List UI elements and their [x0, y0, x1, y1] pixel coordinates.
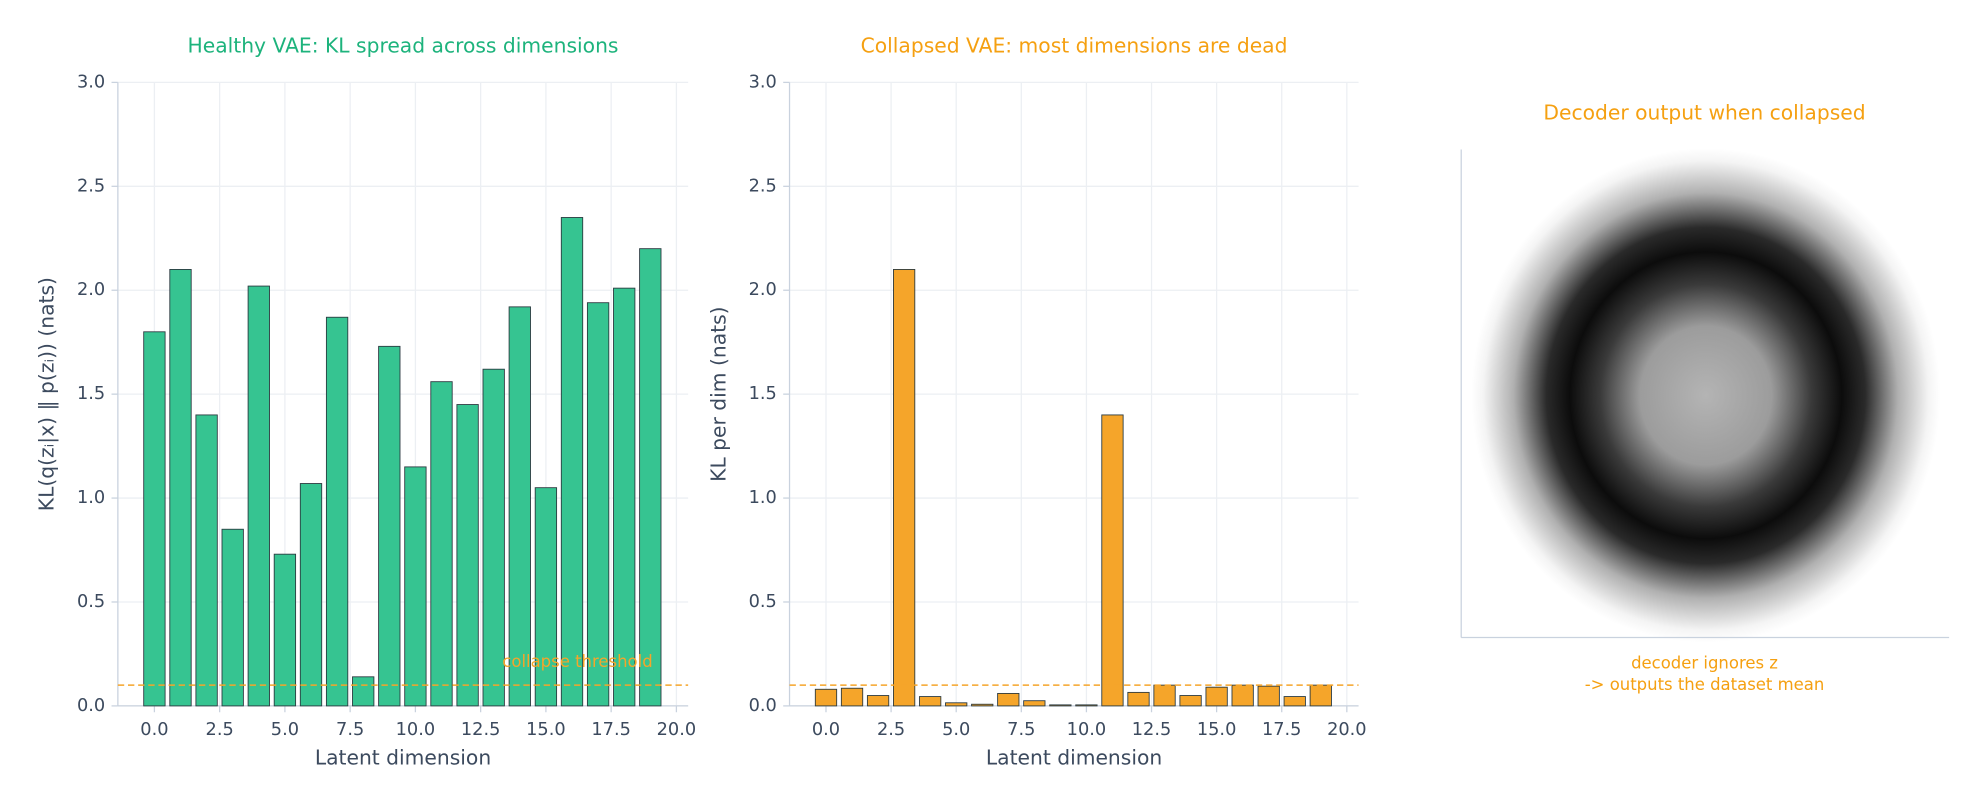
x-tick-label: 2.5 — [206, 720, 234, 740]
x-tick-label: 10.0 — [396, 720, 436, 740]
x-tick-label: 20.0 — [657, 720, 697, 740]
bar — [814, 688, 838, 707]
bar — [586, 302, 610, 707]
bar — [1179, 695, 1202, 707]
bar — [1049, 704, 1072, 707]
bar — [169, 269, 192, 707]
chart: 0.0 0.5 1.0 1.5 2.0 2.5 3.0 0.0 2.5 5.0 7.5 10.0 12.… — [35, 33, 696, 769]
bar — [997, 692, 1020, 707]
y-tick-label: 0.0 — [77, 696, 105, 716]
x-tick-label: 7.5 — [1007, 720, 1035, 740]
bar — [613, 287, 636, 707]
x-tick-label: 20.0 — [1327, 720, 1367, 740]
bar — [1231, 684, 1254, 707]
chart-title: Healthy VAE: KL spread across dimensions — [188, 33, 619, 57]
x-tick-label: 12.5 — [1132, 720, 1172, 740]
x-tick-label: 2.5 — [877, 720, 905, 740]
bar — [143, 331, 166, 707]
y-axis-label: KL per dim (nats) — [706, 306, 730, 481]
bar — [195, 414, 218, 707]
bar — [534, 487, 558, 707]
y-tick-label: 3.0 — [77, 72, 105, 92]
x-tick-label: 0.0 — [812, 720, 840, 740]
bar — [430, 381, 453, 707]
x-tick-label: 17.5 — [591, 720, 631, 740]
chart-title: Collapsed VAE: most dimensions are dead — [861, 33, 1288, 57]
bar — [919, 696, 942, 707]
x-tick-label: 10.0 — [1067, 720, 1107, 740]
x-tick-label: 7.5 — [336, 720, 364, 740]
y-tick-label: 3.0 — [749, 72, 777, 92]
bar — [299, 483, 323, 707]
y-tick-label: 1.5 — [77, 384, 105, 404]
threshold-label: collapse threshold — [502, 652, 652, 671]
x-tick-label: 5.0 — [271, 720, 299, 740]
panel-title: Decoder output when collapsed — [1543, 101, 1865, 125]
x-axis-label: Latent dimension — [315, 746, 491, 770]
bar — [1075, 704, 1098, 707]
bar — [1023, 700, 1046, 707]
x-tick-label: 15.0 — [1197, 720, 1237, 740]
bar — [378, 345, 401, 707]
y-tick-label: 1.5 — [749, 384, 777, 404]
bar — [1309, 684, 1332, 707]
y-axis-label: KL(q(zᵢ|x) ‖ p(zᵢ)) (nats) — [35, 277, 59, 511]
bar — [1153, 684, 1176, 707]
y-tick-label: 2.5 — [749, 176, 777, 196]
y-tick-label: 2.5 — [77, 176, 105, 196]
y-tick-label: 1.0 — [77, 488, 105, 508]
caption: decoder ignores z — [1631, 654, 1778, 673]
bar — [945, 702, 968, 707]
bar — [352, 676, 375, 707]
bar — [247, 285, 270, 707]
bar — [866, 695, 890, 707]
y-tick-label: 0.5 — [749, 592, 777, 612]
bar — [325, 316, 349, 707]
decoder-image — [1471, 148, 1941, 643]
bar — [639, 248, 662, 707]
x-tick-label: 17.5 — [1262, 720, 1302, 740]
image-panel: Decoder output when collapsed decoder ig… — [1460, 101, 1950, 694]
bar — [560, 217, 584, 707]
y-tick-label: 0.5 — [77, 592, 105, 612]
y-tick-label: 2.0 — [749, 280, 777, 300]
bar — [1205, 686, 1228, 707]
x-axis-label: Latent dimension — [986, 746, 1162, 770]
bar — [840, 687, 864, 707]
bar — [1283, 696, 1306, 707]
bar — [508, 306, 531, 707]
x-tick-label: 0.0 — [140, 720, 168, 740]
bar — [1257, 685, 1280, 707]
bar — [892, 269, 916, 707]
chart: 0.0 0.5 1.0 1.5 2.0 2.5 3.0 0.0 2.5 5.0 7.5 10.0 12.… — [706, 33, 1366, 769]
bar — [273, 553, 297, 707]
x-tick-label: 15.0 — [526, 720, 566, 740]
bar — [456, 404, 479, 707]
bar — [221, 528, 244, 707]
y-tick-label: 0.0 — [749, 696, 777, 716]
x-tick-label: 12.5 — [461, 720, 501, 740]
bar — [404, 466, 427, 707]
bar — [482, 368, 505, 707]
caption: -> outputs the dataset mean — [1585, 675, 1825, 694]
y-tick-label: 2.0 — [77, 280, 105, 300]
y-tick-label: 1.0 — [749, 488, 777, 508]
x-tick-label: 5.0 — [942, 720, 970, 740]
bar — [971, 703, 994, 707]
bar — [1127, 691, 1150, 707]
bar — [1101, 414, 1124, 707]
